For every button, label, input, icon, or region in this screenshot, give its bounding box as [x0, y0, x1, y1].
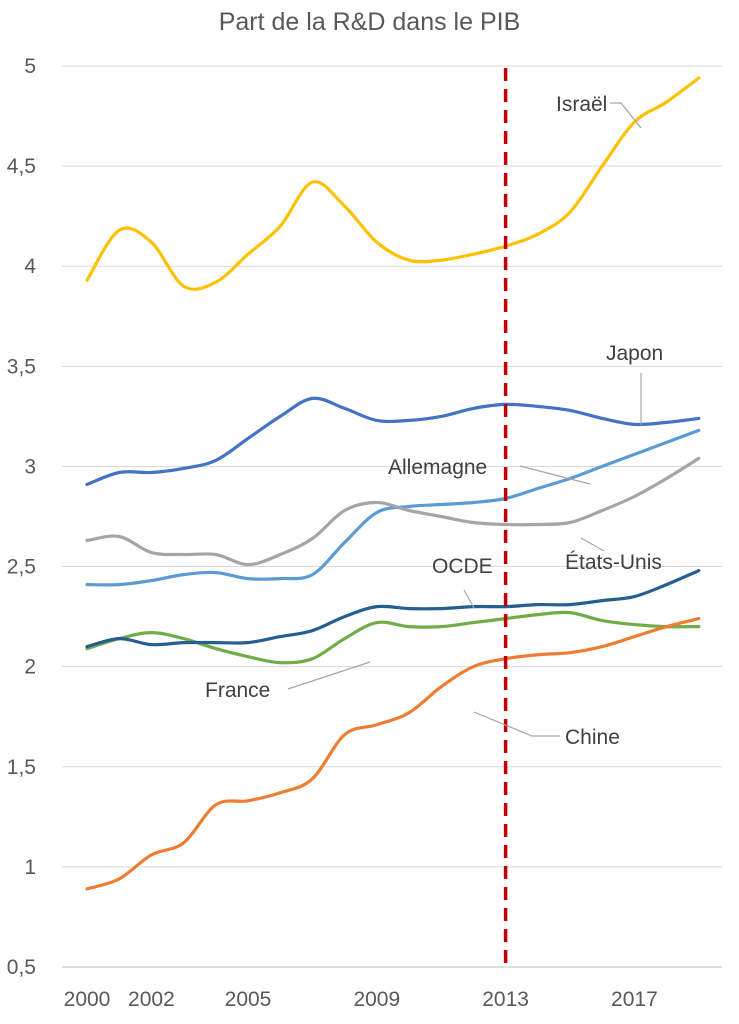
chart-title: Part de la R&D dans le PIB: [218, 8, 521, 36]
leader-line-chine: [473, 711, 560, 737]
series-line-etats-unis: [85, 456, 701, 567]
y-tick-label: 2,5: [7, 556, 36, 579]
series-line-chine: [85, 617, 701, 891]
leader-line-allemagne: [519, 465, 591, 485]
series-line-japon: [85, 396, 701, 487]
x-tick-label: 2005: [225, 988, 272, 1011]
y-tick-label: 4: [24, 255, 36, 278]
series-line-ocde: [85, 569, 701, 649]
series-label-france: France: [205, 679, 270, 702]
label-leader-lines: [287, 102, 642, 737]
series-labels: Israël Japon Allemagne États-Unis OCDE France…: [205, 93, 663, 749]
y-tick-label: 0,5: [7, 956, 36, 979]
y-tick-label: 3,5: [7, 355, 36, 378]
y-tick-label: 1,5: [7, 756, 36, 779]
y-tick-label: 1: [24, 856, 36, 879]
x-tick-label: 2002: [128, 988, 175, 1011]
series-label-etats-unis: États-Unis: [565, 551, 662, 574]
series-line-allemagne: [85, 428, 701, 587]
y-tick-label: 4,5: [7, 155, 36, 178]
x-axis-ticks: 2000 2002 2005 2009 2013 2017: [64, 988, 658, 1011]
series-label-allemagne: Allemagne: [388, 456, 487, 479]
series-line-france: [85, 610, 701, 665]
x-tick-label: 2017: [611, 988, 658, 1011]
y-tick-label: 2: [24, 656, 36, 679]
y-axis-ticks: 0,5 1 1,5 2 2,5 3 3,5 4 4,5 5: [7, 55, 37, 979]
y-tick-label: 3: [24, 455, 36, 478]
gridlines: [62, 65, 722, 968]
x-tick-label: 2013: [482, 988, 529, 1011]
series-label-chine: Chine: [565, 726, 620, 749]
series-label-israel: Israël: [556, 93, 607, 116]
leader-line-ocde: [463, 589, 475, 609]
series-lines: [85, 76, 701, 891]
series-label-japon: Japon: [606, 342, 663, 365]
x-tick-label: 2009: [353, 988, 400, 1011]
series-label-ocde: OCDE: [432, 555, 493, 578]
leader-line-france: [287, 661, 371, 690]
leader-line-etats-unis: [580, 537, 605, 552]
y-tick-label: 5: [24, 55, 36, 78]
leader-line-israel: [610, 102, 642, 129]
x-tick-label: 2000: [64, 988, 111, 1011]
series-line-israel: [85, 76, 701, 291]
